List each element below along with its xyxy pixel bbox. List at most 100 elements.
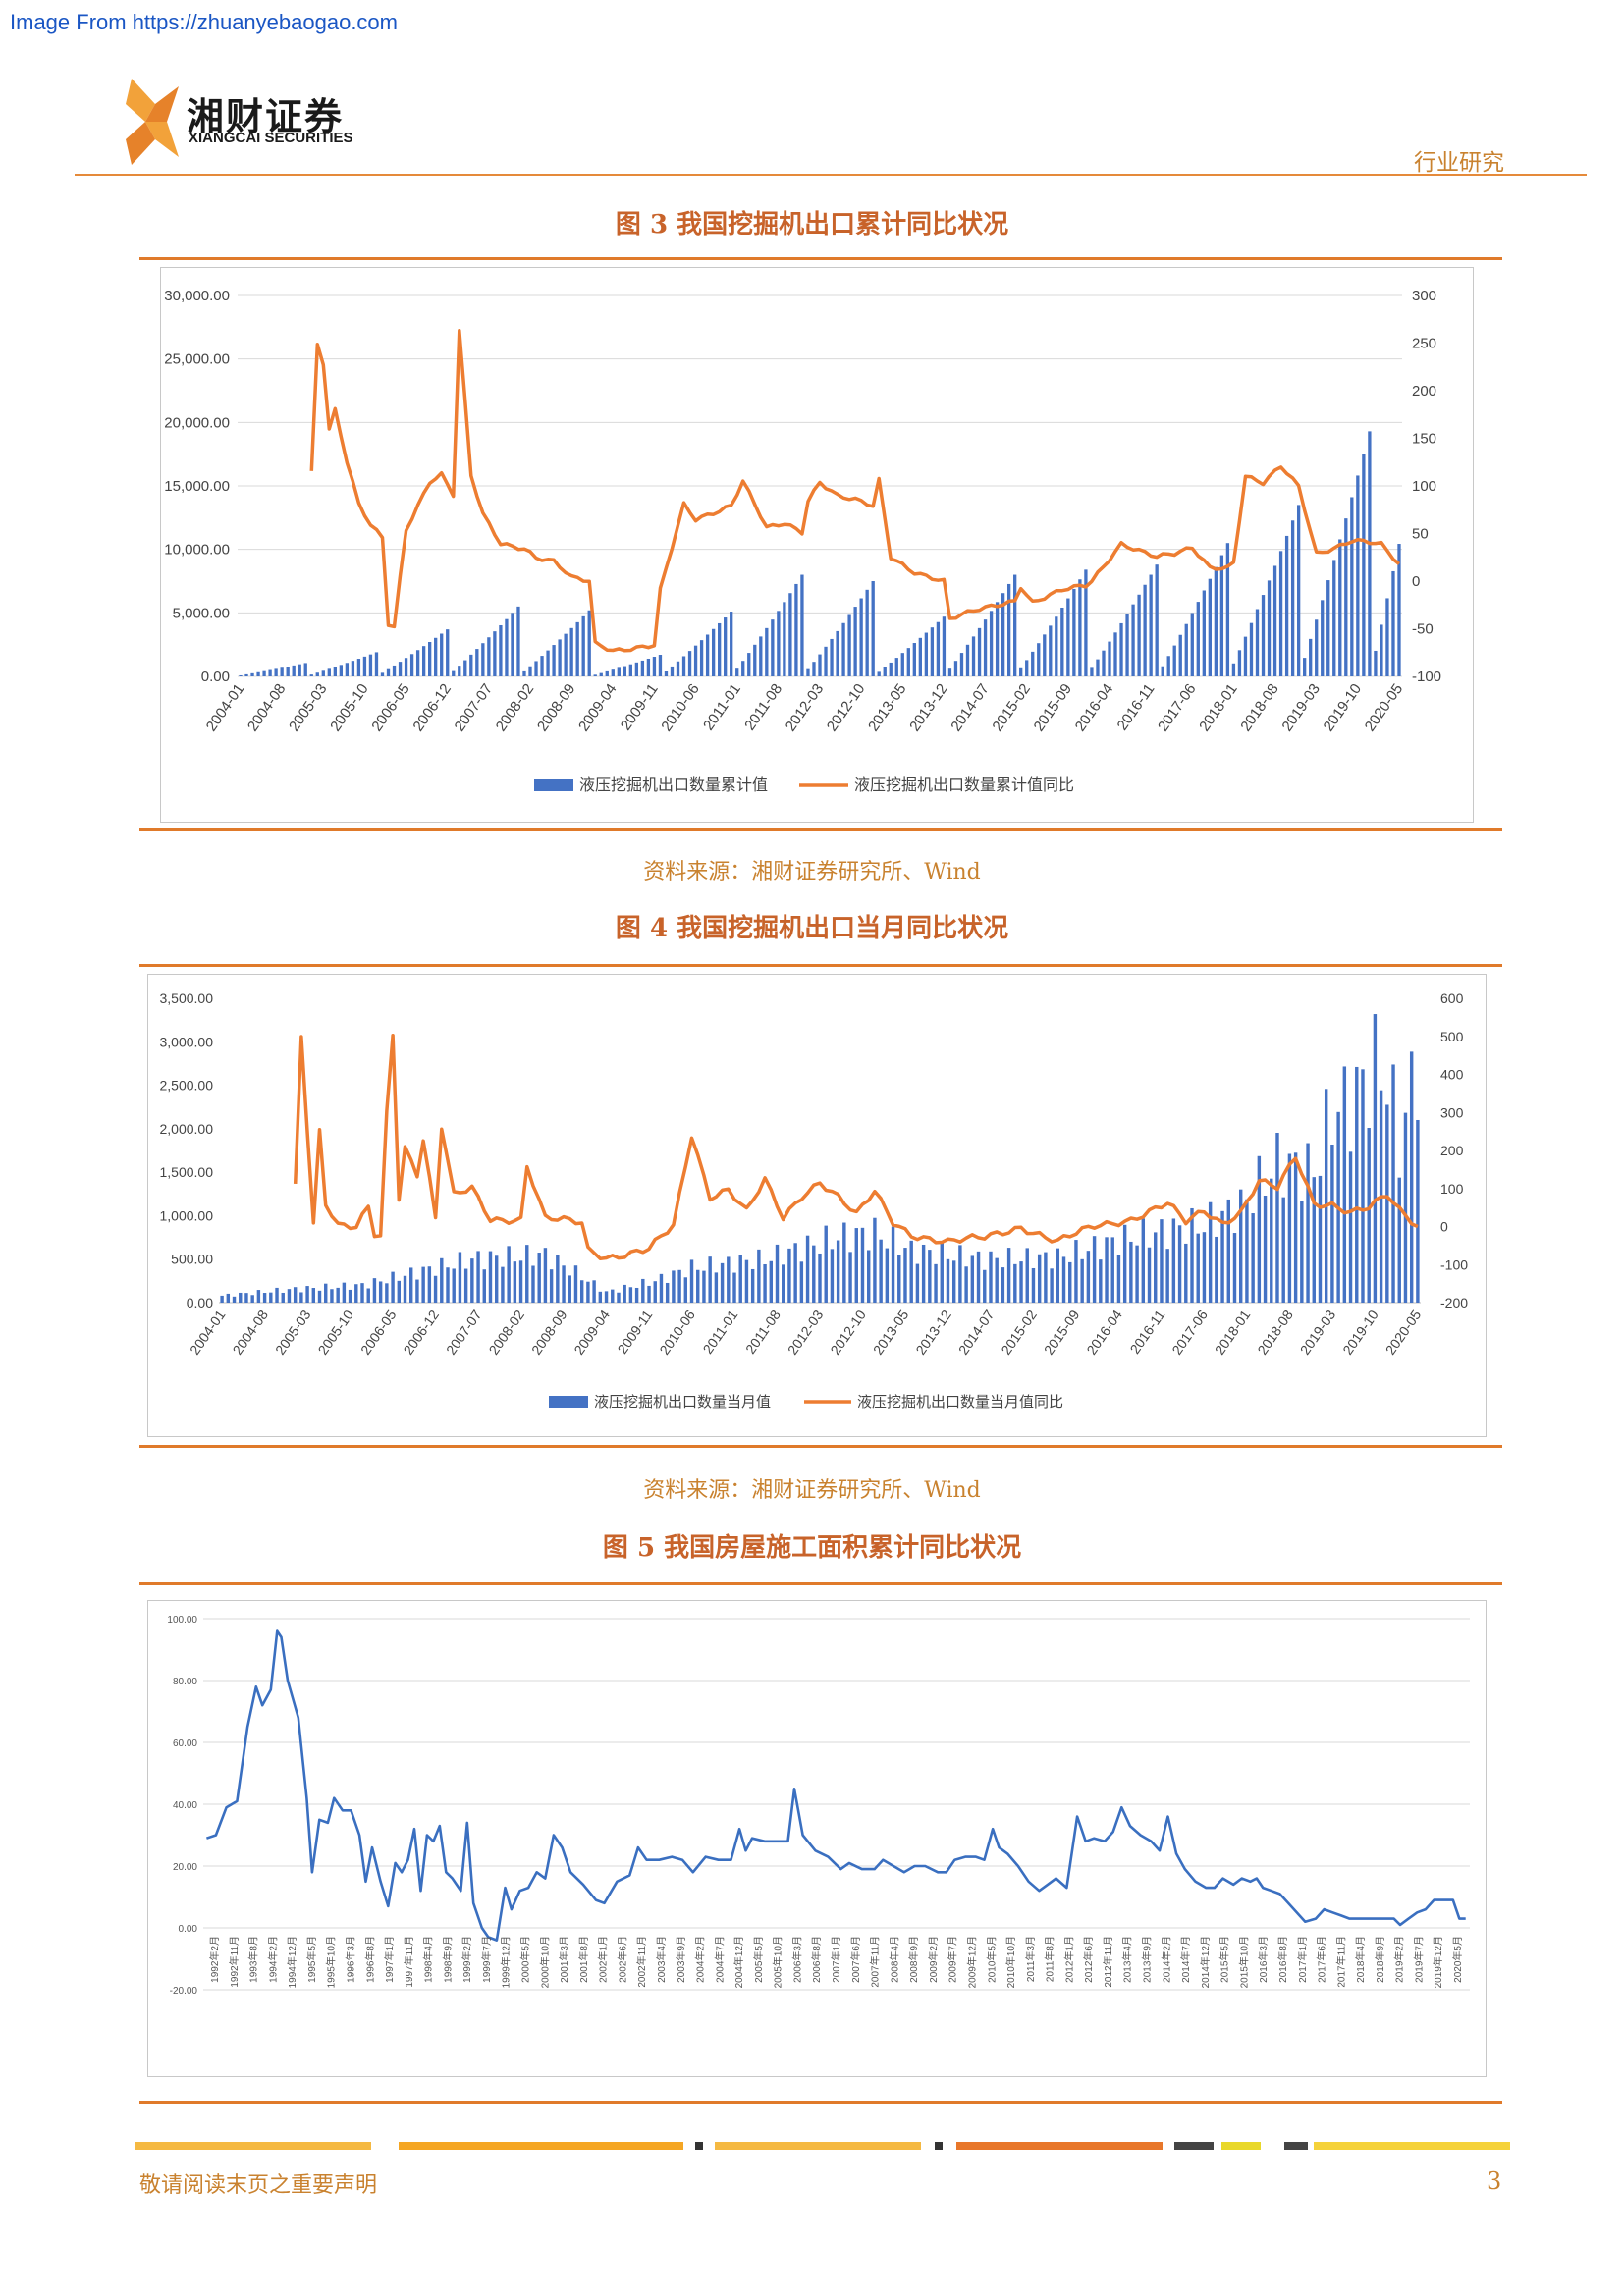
bar: [220, 1295, 224, 1303]
y-tick-label: 100.00: [167, 1615, 197, 1626]
bar: [1116, 1255, 1121, 1303]
xiangcai-logo-icon: [126, 79, 179, 165]
bar: [918, 637, 923, 676]
bar: [928, 1250, 932, 1303]
bar: [747, 653, 751, 676]
y-right-tick-label: 300: [1412, 288, 1436, 304]
figure-3-chart: 0.00 5,000.00 10,000.00 15,000.00 20,000.00 2…: [164, 288, 1441, 794]
bar: [897, 1255, 901, 1303]
x-tick-label: 2019-10: [1339, 1307, 1381, 1357]
bar: [1367, 1128, 1371, 1303]
bar: [579, 1280, 584, 1303]
bar: [708, 1256, 712, 1303]
source-watermark-link[interactable]: Image From https://zhuanyebaogao.com: [10, 10, 398, 34]
bar: [1261, 595, 1266, 676]
x-tick-label: 2012-10: [827, 1307, 869, 1357]
bar: [1318, 1175, 1323, 1303]
bar: [775, 1244, 780, 1303]
bar: [824, 646, 828, 676]
legend-label-bar: 液压挖掘机出口数量当月值: [594, 1394, 771, 1411]
bar: [494, 1255, 499, 1303]
x-tick-label: 2007-07: [443, 1307, 485, 1357]
bar: [894, 658, 898, 676]
bar: [1178, 634, 1182, 676]
x-tick-label: 2019年2月: [1393, 1936, 1406, 1983]
bar: [1251, 1213, 1255, 1303]
x-tick-label: 2014年7月: [1179, 1936, 1192, 1983]
bar: [783, 602, 786, 676]
bar: [847, 614, 851, 676]
bar: [558, 639, 562, 676]
bar: [481, 643, 485, 676]
bar: [327, 668, 331, 676]
bar: [946, 1258, 950, 1303]
bar: [883, 667, 887, 676]
bar: [1172, 645, 1176, 676]
bar: [763, 1263, 767, 1303]
x-tick-label: 2006-12: [400, 1307, 442, 1357]
x-tick-label: 2009-04: [570, 1307, 613, 1357]
bar: [315, 672, 319, 676]
bar: [1315, 619, 1319, 676]
bar: [1019, 1261, 1023, 1303]
bar: [1391, 570, 1395, 676]
bar: [239, 1292, 243, 1303]
bar: [303, 663, 307, 676]
figure-4-title: 图 4 我国挖掘机出口当月同比状况: [615, 914, 1009, 943]
bar: [757, 1249, 761, 1303]
bar: [670, 666, 675, 676]
figure-4-top-rule: [139, 964, 1502, 967]
bar: [1208, 578, 1212, 676]
y-left-tick-label: 3,000.00: [160, 1034, 214, 1049]
bar: [891, 1226, 895, 1303]
bar: [1006, 583, 1011, 676]
bar: [646, 658, 651, 676]
bar: [549, 1269, 554, 1303]
bar: [930, 627, 935, 676]
x-tick-label: 2008-02: [485, 1307, 527, 1357]
bar: [658, 655, 663, 676]
x-tick-label: 2016年8月: [1276, 1936, 1289, 1983]
bar: [1171, 1218, 1176, 1303]
bar: [1001, 1267, 1005, 1303]
bar: [446, 1267, 450, 1303]
bar: [921, 1244, 926, 1303]
bar: [1237, 650, 1242, 676]
bar: [699, 640, 704, 676]
bar: [1281, 1197, 1285, 1303]
bar: [505, 618, 509, 676]
bar: [906, 648, 910, 676]
x-tick-label: 2015-09: [1031, 681, 1076, 735]
bar: [1397, 1177, 1401, 1303]
x-tick-label: 2002年1月: [597, 1936, 610, 1983]
bar: [287, 1289, 292, 1303]
bar: [942, 616, 947, 676]
bar: [805, 1235, 810, 1303]
x-tick-label: 1999年2月: [460, 1936, 473, 1983]
bar: [958, 1245, 962, 1303]
bar: [292, 665, 296, 676]
x-tick-label: 2016-04: [1072, 681, 1117, 735]
bar: [732, 1272, 736, 1303]
bar: [879, 1239, 883, 1303]
bar: [877, 671, 881, 676]
bar: [1231, 663, 1236, 676]
bar: [617, 667, 621, 676]
bar: [1154, 1232, 1158, 1303]
legend-swatch-bar: [534, 779, 573, 791]
bar: [1078, 579, 1082, 676]
bar: [1147, 1247, 1152, 1303]
bar: [592, 1280, 596, 1303]
y-right-tick-label: 100: [1412, 478, 1436, 495]
bar: [1049, 625, 1053, 676]
x-tick-label: 2016-11: [1126, 1307, 1167, 1357]
bar: [623, 1284, 626, 1303]
bar: [250, 672, 254, 676]
bar: [552, 645, 556, 676]
x-tick-label: 2009-04: [575, 681, 621, 735]
x-tick-label: 1994年12月: [286, 1936, 298, 1988]
bar: [1306, 1143, 1310, 1303]
x-tick-label: 2002年6月: [616, 1936, 628, 1983]
bar: [1013, 574, 1017, 676]
bar: [859, 598, 863, 676]
